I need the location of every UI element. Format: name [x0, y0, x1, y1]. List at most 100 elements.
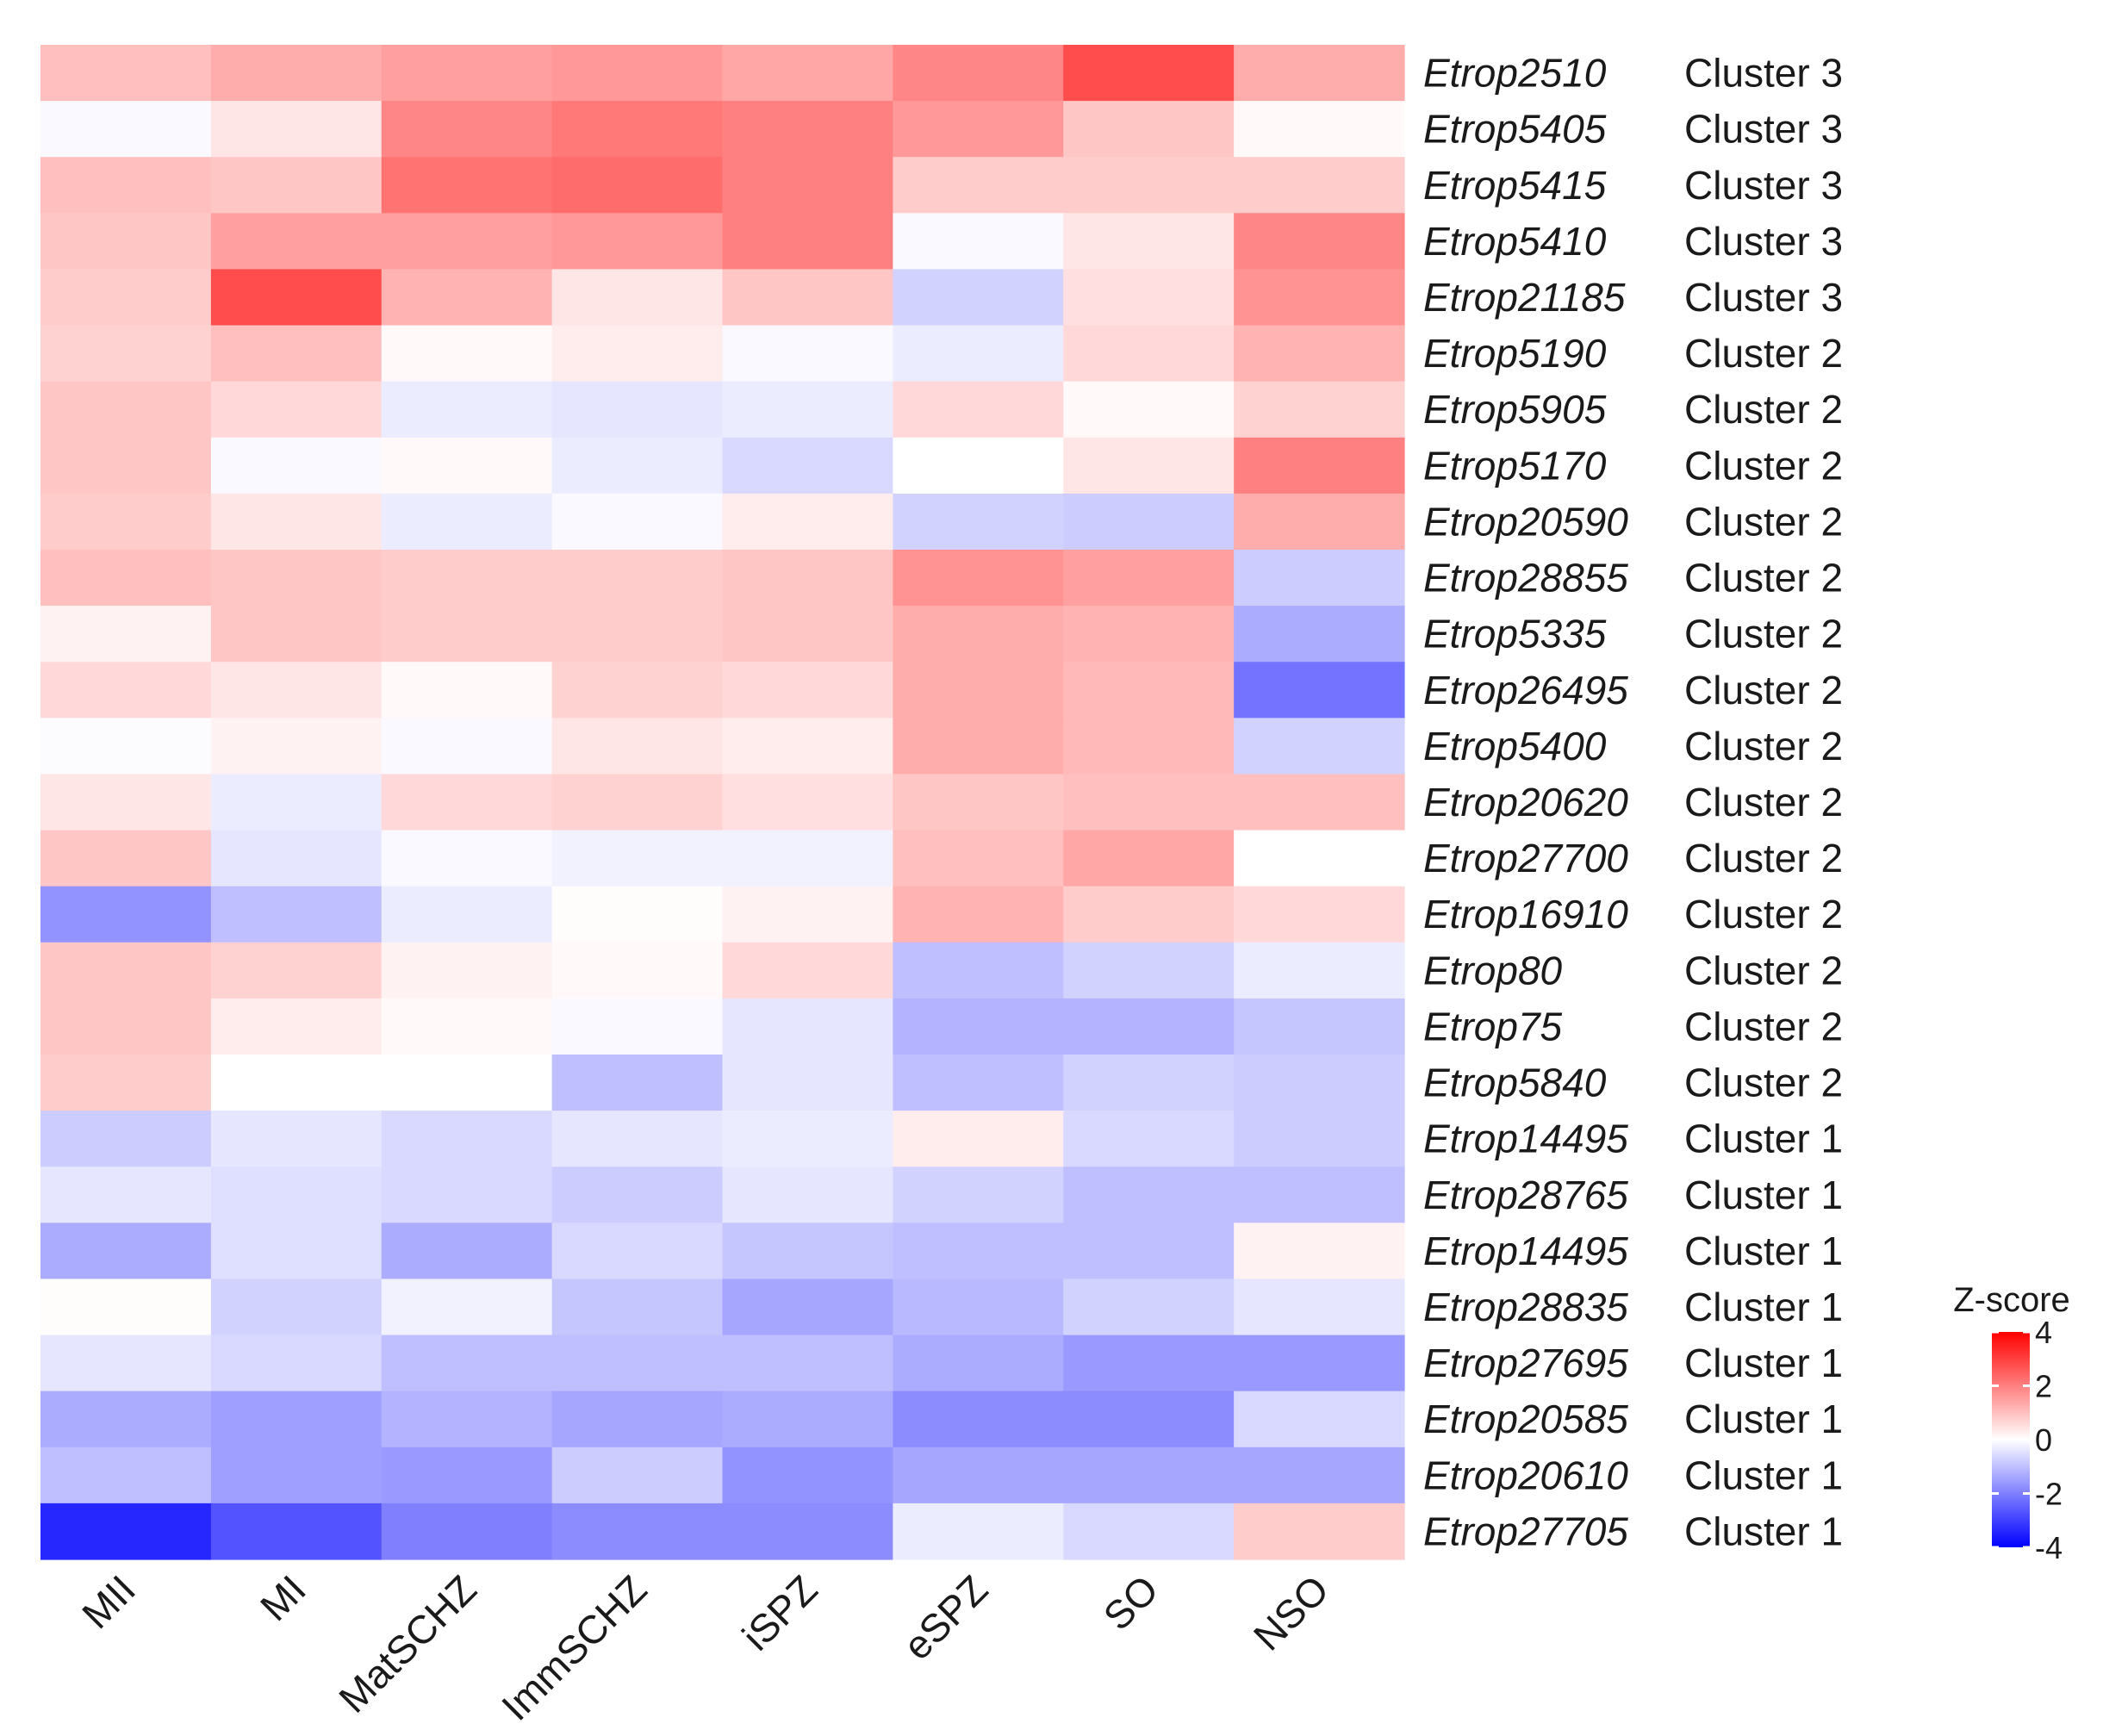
- heatmap-cell: [551, 381, 724, 439]
- heatmap-cell: [1063, 1223, 1235, 1280]
- heatmap-cell: [40, 45, 212, 102]
- gene-label: Etrop14495: [1423, 1117, 1628, 1161]
- legend-tick-label: 4: [2035, 1315, 2052, 1350]
- heatmap-cell: [893, 886, 1064, 943]
- cluster-label: Cluster 2: [1684, 780, 1843, 824]
- heatmap-cell: [1063, 942, 1235, 999]
- heatmap-cell: [722, 774, 893, 831]
- gene-label: Etrop27700: [1423, 836, 1628, 880]
- heatmap-cell: [551, 213, 724, 271]
- heatmap-cell: [1234, 998, 1405, 1055]
- heatmap-cell: [40, 1055, 212, 1111]
- heatmap-cell: [722, 213, 893, 271]
- heatmap-cell: [893, 1503, 1064, 1560]
- cluster-label: Cluster 2: [1684, 443, 1843, 488]
- heatmap-cell: [381, 1055, 553, 1111]
- heatmap-cell: [551, 1503, 724, 1560]
- heatmap-cell: [381, 1391, 553, 1448]
- heatmap-cell: [1063, 381, 1235, 439]
- heatmap-cell: [381, 606, 553, 663]
- heatmap-cell: [210, 662, 383, 719]
- heatmap-cell: [722, 998, 893, 1055]
- gene-label: Etrop28835: [1423, 1285, 1628, 1329]
- heatmap-cell: [722, 1167, 893, 1223]
- heatmap-cell: [40, 1111, 212, 1167]
- heatmap-cell: [1234, 1111, 1405, 1167]
- cluster-label: Cluster 2: [1684, 668, 1843, 712]
- heatmap-cell: [381, 662, 553, 719]
- heatmap-cell: [381, 157, 553, 214]
- heatmap-cell: [381, 1167, 553, 1223]
- gene-label: Etrop5415: [1423, 163, 1607, 208]
- heatmap-cell: [381, 1279, 553, 1336]
- cluster-label: Cluster 2: [1684, 1061, 1843, 1105]
- heatmap-cell: [40, 1279, 212, 1336]
- heatmap-cell: [1234, 830, 1405, 887]
- heatmap-cell: [210, 1447, 383, 1504]
- heatmap-cell: [210, 774, 383, 831]
- gene-label: Etrop5335: [1423, 612, 1607, 656]
- heatmap-cell: [893, 1279, 1064, 1336]
- heatmap-cell: [551, 1223, 724, 1280]
- cluster-label: Cluster 3: [1684, 107, 1843, 152]
- heatmap-cell: [893, 1111, 1064, 1167]
- heatmap-cell: [381, 942, 553, 999]
- gene-label: Etrop20585: [1423, 1397, 1628, 1441]
- heatmap-cell: [551, 550, 724, 607]
- heatmap-cell: [1063, 45, 1235, 102]
- heatmap-cell: [551, 718, 724, 775]
- heatmap-cell: [1234, 325, 1405, 383]
- heatmap-cell: [551, 1055, 724, 1111]
- heatmap-cell: [1063, 157, 1235, 214]
- gene-label: Etrop5410: [1423, 219, 1607, 264]
- cluster-label: Cluster 2: [1684, 836, 1843, 880]
- heatmap-cell: [551, 325, 724, 383]
- heatmap-cell: [551, 886, 724, 943]
- gene-label: Etrop5405: [1423, 107, 1607, 152]
- heatmap-cell: [722, 325, 893, 383]
- cluster-label: Cluster 1: [1684, 1509, 1843, 1553]
- column-label: SO: [1094, 1566, 1167, 1639]
- heatmap-cell: [210, 437, 383, 495]
- cluster-label: Cluster 2: [1684, 387, 1843, 432]
- heatmap-cell: [1234, 381, 1405, 439]
- gene-label: Etrop28765: [1423, 1173, 1628, 1217]
- heatmap-cell: [722, 830, 893, 887]
- heatmap-cell: [722, 269, 893, 327]
- heatmap-cell: [551, 1335, 724, 1392]
- heatmap-cell: [551, 101, 724, 158]
- heatmap-cell: [1234, 718, 1405, 775]
- heatmap-cell: [40, 269, 212, 327]
- heatmap-cell: [40, 1223, 212, 1280]
- heatmap-cell: [210, 550, 383, 607]
- heatmap-cell: [381, 718, 553, 775]
- heatmap-cell: [40, 213, 212, 271]
- gene-label: Etrop5170: [1423, 443, 1607, 488]
- heatmap-cell: [1234, 774, 1405, 831]
- cluster-label: Cluster 3: [1684, 275, 1843, 320]
- heatmap-cell: [551, 830, 724, 887]
- heatmap-cell: [1234, 45, 1405, 102]
- cluster-label: Cluster 2: [1684, 892, 1843, 936]
- heatmap-cell: [40, 830, 212, 887]
- heatmap-cell: [1063, 886, 1235, 943]
- heatmap-cell: [893, 101, 1064, 158]
- column-label: MII: [73, 1566, 144, 1637]
- heatmap-cell: [210, 1279, 383, 1336]
- heatmap-cell: [551, 45, 724, 102]
- heatmap-cell: [381, 1223, 553, 1280]
- gene-label: Etrop2510: [1423, 51, 1607, 96]
- heatmap-cell: [40, 774, 212, 831]
- heatmap-cell: [551, 1167, 724, 1223]
- heatmap-cell: [40, 493, 212, 551]
- heatmap-cell: [722, 1335, 893, 1392]
- heatmap-cell: [1063, 1503, 1235, 1560]
- heatmap-cell: [551, 774, 724, 831]
- cluster-label: Cluster 2: [1684, 948, 1843, 992]
- heatmap-cell: [893, 1055, 1064, 1111]
- heatmap-cell: [1063, 1447, 1235, 1504]
- heatmap-cell: [722, 45, 893, 102]
- heatmap-cell: [893, 45, 1064, 102]
- heatmap-cell: [893, 1223, 1064, 1280]
